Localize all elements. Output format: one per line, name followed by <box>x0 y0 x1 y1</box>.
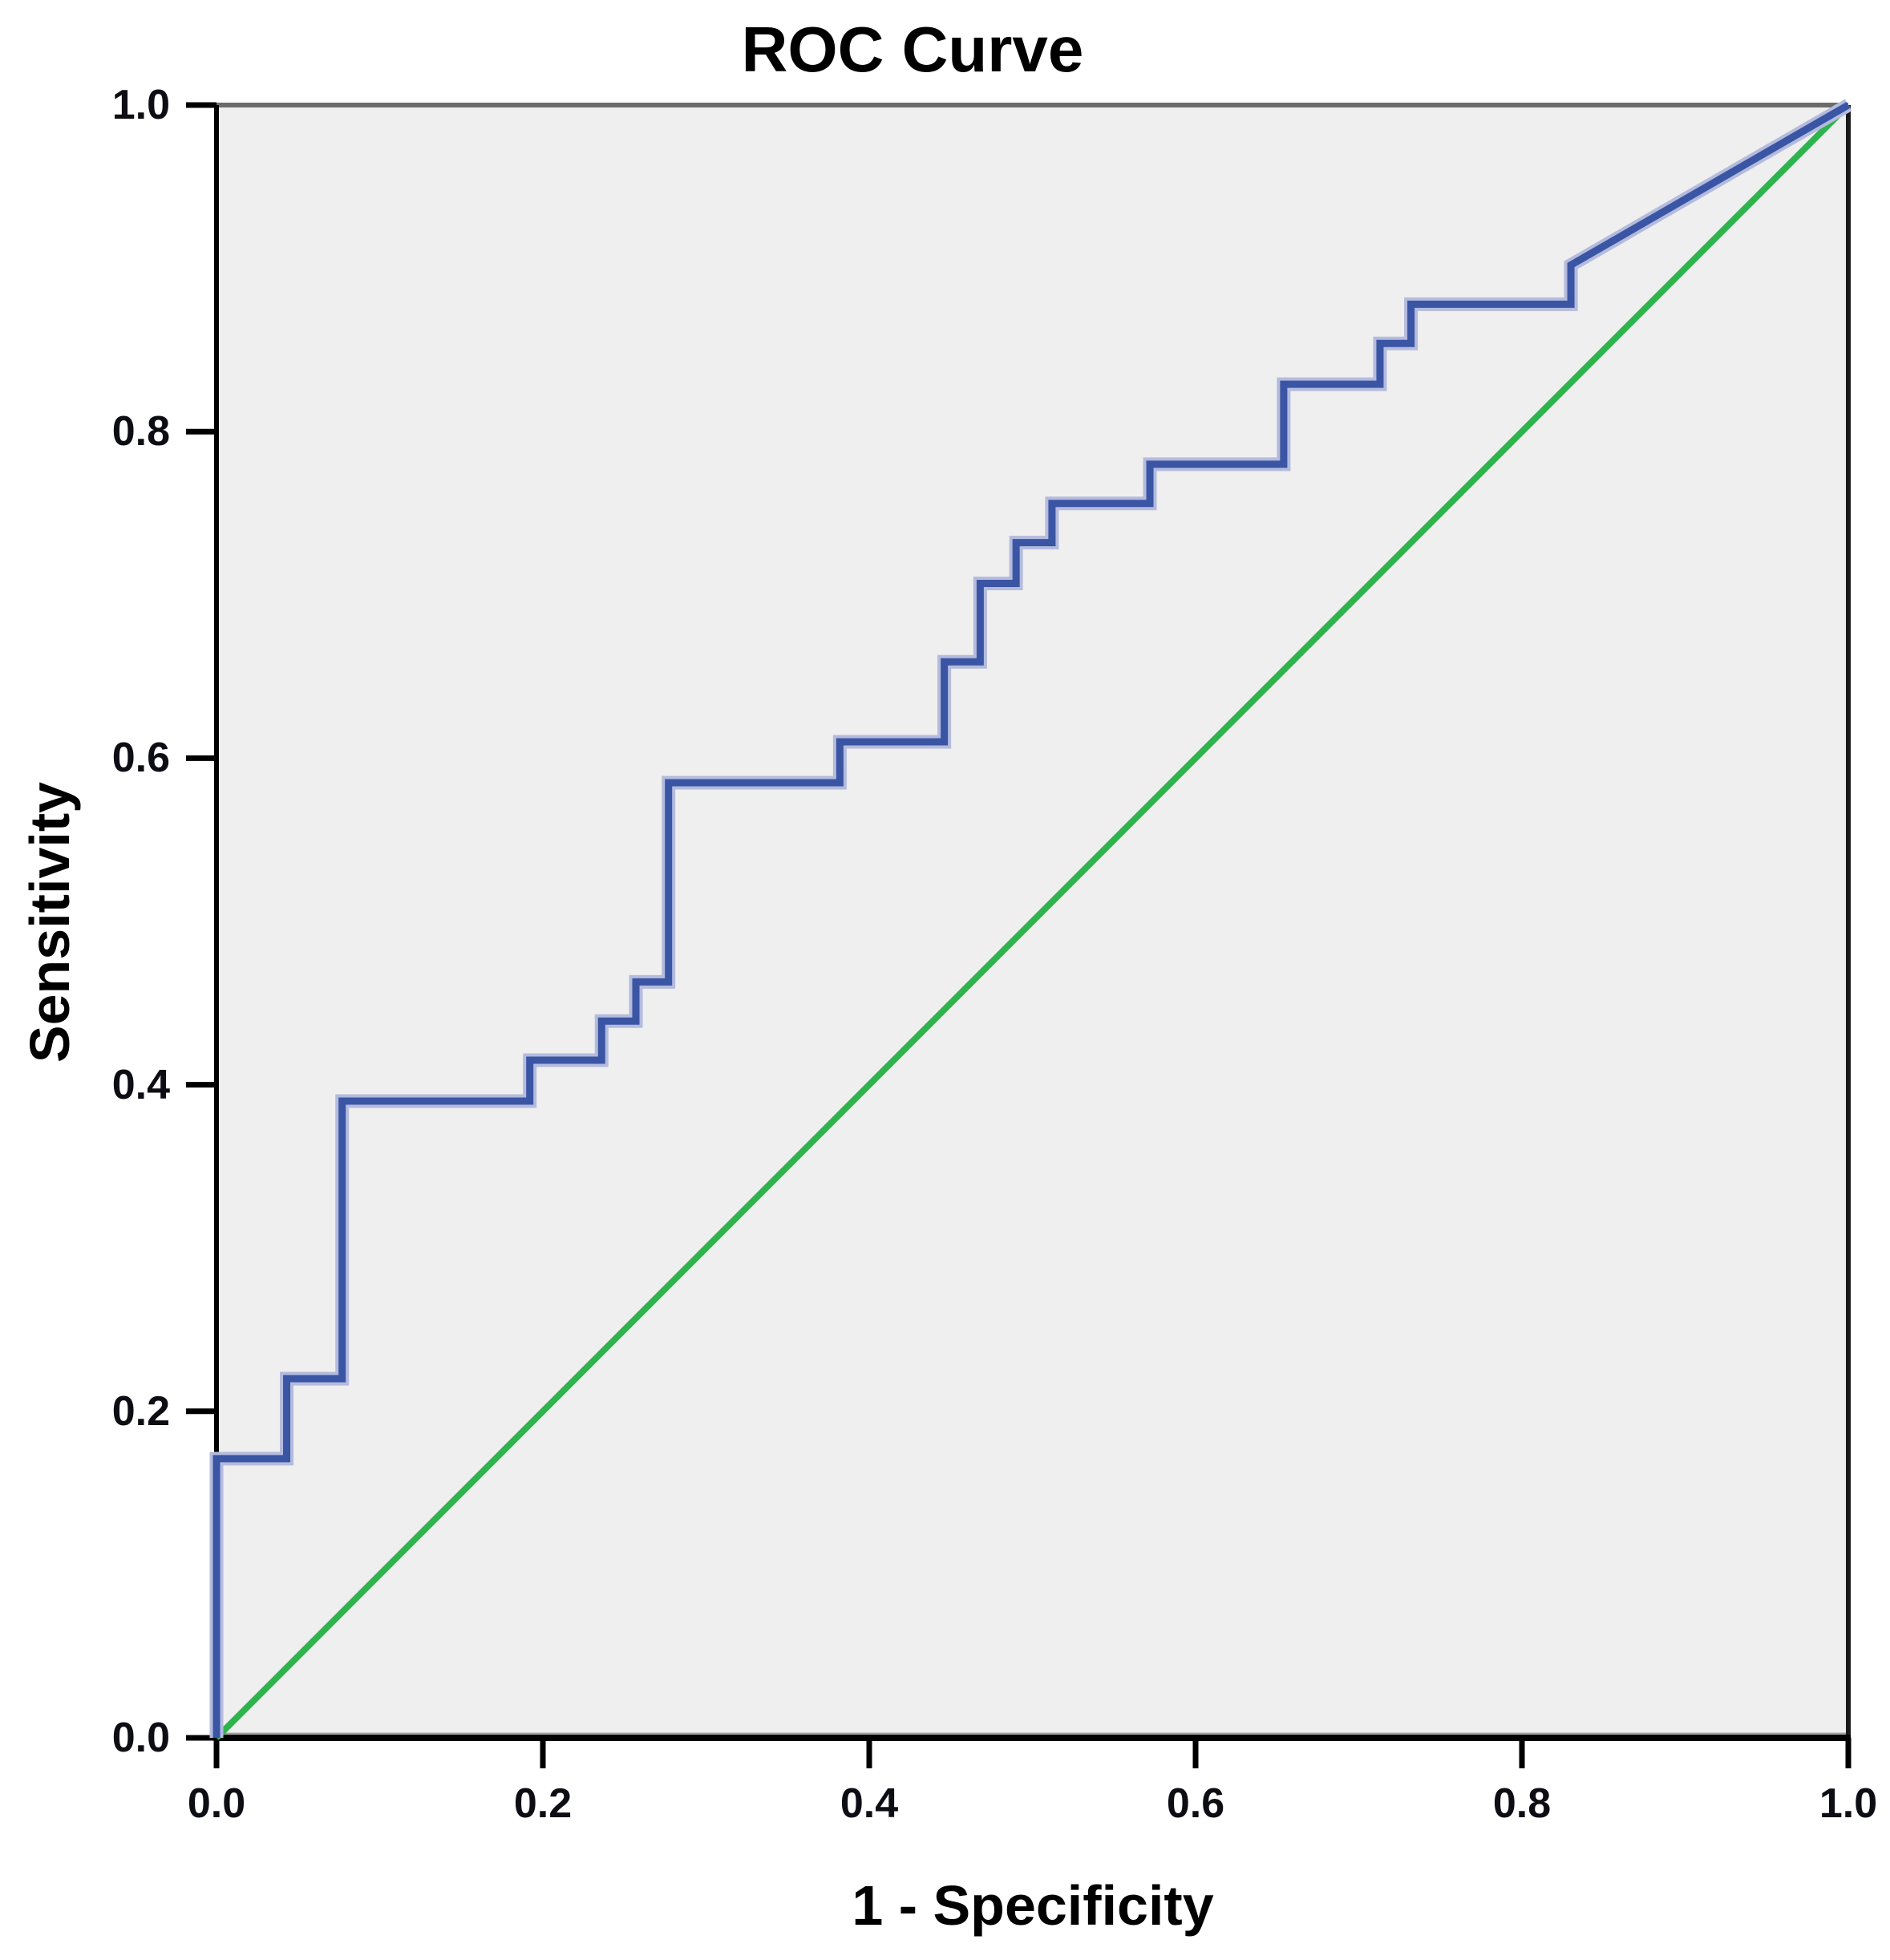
y-tick-label: 0.6 <box>111 735 170 782</box>
x-tick-label: 1.0 <box>1819 1780 1878 1827</box>
y-tick-label: 0.8 <box>111 408 170 456</box>
chart-title: ROC Curve <box>741 14 1084 85</box>
x-tick-label: 0.6 <box>1166 1780 1225 1827</box>
roc-curve <box>212 102 1851 1738</box>
x-axis-title: 1 - Specificity <box>852 1874 1214 1937</box>
x-tick-label: 0.0 <box>187 1780 246 1827</box>
y-tick-label: 0.4 <box>111 1061 170 1108</box>
x-tick-label: 0.8 <box>1492 1780 1552 1827</box>
y-tick-label: 1.0 <box>111 82 170 128</box>
x-tick-label: 0.4 <box>840 1780 899 1827</box>
x-tick-label: 0.2 <box>513 1780 573 1827</box>
y-tick-label: 0.2 <box>111 1387 170 1435</box>
y-tick-label: 0.0 <box>111 1715 170 1761</box>
reference-line <box>214 103 1851 1740</box>
